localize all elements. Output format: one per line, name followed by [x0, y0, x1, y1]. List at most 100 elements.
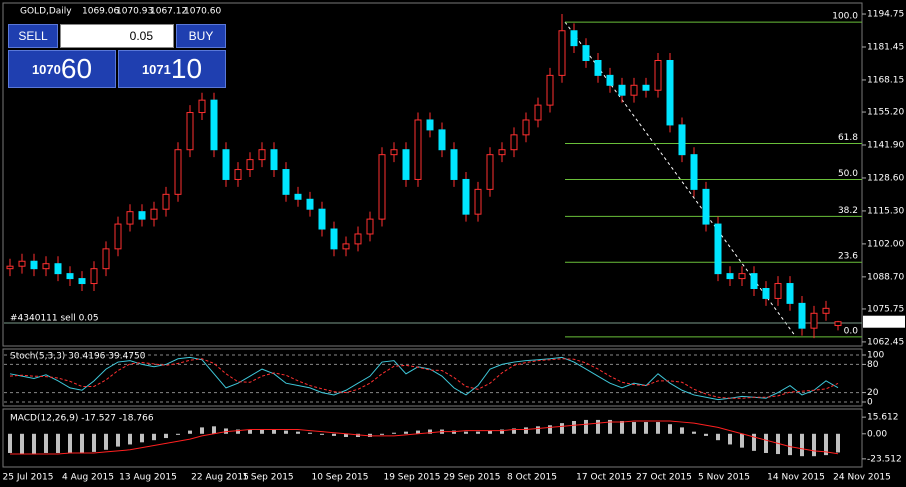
sell-button[interactable]: SELL: [8, 24, 58, 48]
candle-body: [354, 233, 362, 245]
macd-bar: [524, 427, 528, 434]
macd-bar: [272, 429, 276, 434]
macd-bar: [368, 433, 372, 437]
main-frame: [2, 2, 863, 347]
ask-price[interactable]: 1071 10: [118, 50, 226, 88]
macd-bar: [188, 430, 192, 434]
candle-body: [594, 59, 602, 76]
candle-body: [606, 74, 614, 86]
y-tick-label: 15.612: [867, 413, 899, 423]
macd-bar: [128, 433, 132, 445]
candle-body: [738, 273, 746, 280]
macd-bar: [812, 433, 816, 457]
macd-bar: [584, 419, 588, 434]
order-label: #4340111 sell 0.05: [10, 313, 99, 323]
macd-bar: [140, 433, 144, 443]
y-tick-label: 1141.90: [867, 141, 904, 151]
y-tick-label: 1088.70: [867, 272, 904, 282]
candle-body: [234, 169, 242, 180]
y-tick-label: 1102.00: [867, 239, 904, 249]
ask-small: 10: [170, 53, 203, 84]
x-tick-label: 19 Sep 2015: [383, 473, 440, 483]
candle-body: [102, 248, 110, 270]
candle-body: [690, 154, 698, 190]
macd-title: MACD(12,26,9) -17.527 -18.766: [10, 414, 154, 424]
ohlc-low: 1067.12: [150, 7, 187, 17]
candle-body: [798, 302, 806, 329]
macd-bar: [56, 433, 60, 453]
macd-bar: [284, 430, 288, 434]
candle-body: [318, 208, 326, 230]
candle-body: [246, 159, 254, 171]
macd-bar: [680, 427, 684, 434]
candle-body: [258, 149, 266, 161]
macd-bar: [104, 433, 108, 450]
macd-bar: [416, 430, 420, 434]
macd-bar: [8, 433, 12, 453]
candle-body: [90, 268, 98, 285]
candle-body: [414, 119, 422, 180]
candle-body: [198, 99, 206, 114]
y-tick-label: 80: [867, 360, 879, 370]
x-tick-label: 27 Oct 2015: [636, 473, 692, 483]
candle-body: [630, 84, 638, 96]
candle-body: [138, 211, 146, 220]
macd-frame: [2, 408, 863, 468]
candle-body: [438, 129, 446, 151]
candle-body: [126, 211, 134, 225]
macd-bar: [392, 432, 396, 434]
candle-body: [810, 312, 818, 329]
candle-body: [462, 178, 470, 215]
macd-bar: [428, 429, 432, 434]
macd-bar: [596, 419, 600, 434]
macd-bar: [512, 428, 516, 434]
macd-bar: [548, 425, 552, 434]
macd-bar: [668, 424, 672, 434]
macd-bar: [464, 431, 468, 434]
macd-bar: [704, 433, 708, 436]
candle-body: [390, 149, 398, 156]
candle-body: [762, 288, 770, 299]
ohlc-high: 1070.93: [116, 7, 153, 17]
macd-bar: [212, 426, 216, 434]
candle-body: [186, 112, 194, 151]
fib-label: 23.6: [838, 252, 858, 262]
macd-signal: [10, 420, 839, 455]
y-tick-label: 1115.30: [867, 206, 904, 216]
candle-body: [306, 198, 314, 210]
y-tick-label: 1155.20: [867, 108, 904, 118]
candle-body: [450, 149, 458, 180]
candle-body: [114, 223, 122, 250]
macd-bar: [332, 433, 336, 436]
x-tick-label: 8 Oct 2015: [507, 473, 557, 483]
candle-body: [42, 263, 50, 270]
candle-body: [282, 169, 290, 195]
fib-label: 100.0: [832, 12, 858, 22]
candle-body: [6, 265, 14, 270]
macd-bar: [152, 433, 156, 441]
x-tick-label: 10 Sep 2015: [311, 473, 368, 483]
macd-bar: [692, 431, 696, 434]
candle-body: [822, 307, 830, 314]
macd-bar: [500, 429, 504, 434]
candle-body: [210, 99, 218, 151]
y-tick-label: 1075.75: [867, 304, 904, 314]
lot-input[interactable]: 0.05: [60, 24, 174, 48]
bid-price[interactable]: 1070 60: [8, 50, 116, 88]
macd-bar: [608, 419, 612, 434]
candle-body: [150, 208, 158, 220]
trade-panel: SELL 0.05 BUY 1070 60 1071 10: [8, 24, 226, 88]
y-tick-label: 1168.15: [867, 75, 904, 85]
y-tick-label: 1128.60: [867, 173, 904, 183]
macd-bar: [380, 433, 384, 435]
macd-bar: [320, 433, 324, 435]
y-tick-label: 1062.45: [867, 337, 904, 347]
macd-bar: [776, 433, 780, 455]
macd-bar: [404, 431, 408, 434]
candle-body: [750, 273, 758, 290]
buy-button[interactable]: BUY: [176, 24, 226, 48]
macd-bar: [116, 433, 120, 447]
x-tick-label: 14 Nov 2015: [767, 473, 825, 483]
macd-bar: [572, 420, 576, 434]
